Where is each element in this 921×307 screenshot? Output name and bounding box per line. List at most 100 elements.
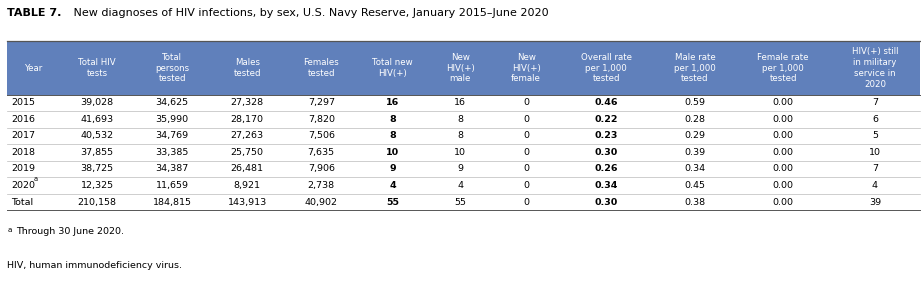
- Text: 0.00: 0.00: [773, 148, 794, 157]
- Text: New diagnoses of HIV infections, by sex, U.S. Navy Reserve, January 2015–June 20: New diagnoses of HIV infections, by sex,…: [70, 8, 549, 18]
- Text: 41,693: 41,693: [80, 115, 113, 124]
- Text: 7,506: 7,506: [308, 131, 334, 140]
- Text: 7,297: 7,297: [308, 99, 334, 107]
- Text: 34,625: 34,625: [156, 99, 189, 107]
- Text: Males
tested: Males tested: [233, 58, 261, 78]
- Text: 0.28: 0.28: [684, 115, 705, 124]
- Text: 0.29: 0.29: [684, 131, 705, 140]
- Text: 12,325: 12,325: [80, 181, 113, 190]
- Text: 0.00: 0.00: [773, 131, 794, 140]
- Text: 8: 8: [457, 131, 463, 140]
- Text: 2,738: 2,738: [308, 181, 335, 190]
- Text: 0.30: 0.30: [595, 148, 618, 157]
- Text: 2018: 2018: [11, 148, 35, 157]
- Text: 184,815: 184,815: [153, 197, 192, 207]
- Text: 25,750: 25,750: [230, 148, 263, 157]
- Text: 34,769: 34,769: [156, 131, 189, 140]
- Text: 0.39: 0.39: [684, 148, 705, 157]
- Text: TABLE 7.: TABLE 7.: [7, 8, 62, 18]
- Text: 28,170: 28,170: [230, 115, 263, 124]
- Text: 10: 10: [386, 148, 400, 157]
- Text: 2015: 2015: [11, 99, 35, 107]
- Text: HIV, human immunodeficiency virus.: HIV, human immunodeficiency virus.: [7, 261, 182, 270]
- Text: Total: Total: [11, 197, 33, 207]
- Text: 7,635: 7,635: [308, 148, 335, 157]
- Text: 143,913: 143,913: [227, 197, 267, 207]
- Text: 0.23: 0.23: [595, 131, 618, 140]
- Text: Overall rate
per 1,000
tested: Overall rate per 1,000 tested: [581, 53, 632, 83]
- Text: 0.46: 0.46: [594, 99, 618, 107]
- Text: 38,725: 38,725: [80, 165, 113, 173]
- Text: 0.45: 0.45: [684, 181, 705, 190]
- Text: 0.38: 0.38: [684, 197, 705, 207]
- Text: HIV(+) still
in military
service in
2020: HIV(+) still in military service in 2020: [852, 47, 898, 89]
- Text: 16: 16: [454, 99, 466, 107]
- Text: 8,921: 8,921: [234, 181, 261, 190]
- Text: 0.26: 0.26: [594, 165, 618, 173]
- Text: 2019: 2019: [11, 165, 35, 173]
- Text: 0.00: 0.00: [773, 99, 794, 107]
- Text: 0: 0: [523, 197, 529, 207]
- Text: 35,990: 35,990: [156, 115, 189, 124]
- Text: 7: 7: [872, 165, 878, 173]
- Text: 10: 10: [869, 148, 881, 157]
- Text: 39: 39: [869, 197, 881, 207]
- Text: Female rate
per 1,000
tested: Female rate per 1,000 tested: [757, 53, 809, 83]
- Text: 0.00: 0.00: [773, 181, 794, 190]
- Text: 4: 4: [390, 181, 396, 190]
- Text: 0: 0: [523, 148, 529, 157]
- Text: 7: 7: [872, 99, 878, 107]
- Text: 4: 4: [872, 181, 878, 190]
- Text: 6: 6: [872, 115, 878, 124]
- Text: 0.30: 0.30: [595, 197, 618, 207]
- Text: 8: 8: [457, 115, 463, 124]
- Text: 7,820: 7,820: [308, 115, 334, 124]
- Text: 0.22: 0.22: [594, 115, 618, 124]
- Text: 16: 16: [386, 99, 400, 107]
- Text: 2017: 2017: [11, 131, 35, 140]
- Text: Total
persons
tested: Total persons tested: [155, 53, 189, 83]
- Text: 39,028: 39,028: [80, 99, 113, 107]
- Text: 0.00: 0.00: [773, 165, 794, 173]
- Text: 9: 9: [457, 165, 463, 173]
- Text: 10: 10: [454, 148, 466, 157]
- Text: 0.00: 0.00: [773, 197, 794, 207]
- Text: 5: 5: [872, 131, 878, 140]
- Text: 0: 0: [523, 99, 529, 107]
- Text: Females
tested: Females tested: [303, 58, 339, 78]
- Text: 0.59: 0.59: [684, 99, 705, 107]
- Text: 8: 8: [390, 131, 396, 140]
- Text: 0.34: 0.34: [595, 181, 618, 190]
- Text: 11,659: 11,659: [156, 181, 189, 190]
- Text: New
HIV(+)
male: New HIV(+) male: [446, 53, 474, 83]
- Text: 27,263: 27,263: [230, 131, 263, 140]
- Text: New
HIV(+)
female: New HIV(+) female: [511, 53, 541, 83]
- Text: 210,158: 210,158: [77, 197, 117, 207]
- Text: 55: 55: [386, 197, 399, 207]
- Text: 2016: 2016: [11, 115, 35, 124]
- Text: Total new
HIV(+): Total new HIV(+): [372, 58, 413, 78]
- Text: 40,902: 40,902: [305, 197, 338, 207]
- Text: 0: 0: [523, 115, 529, 124]
- Text: 33,385: 33,385: [156, 148, 189, 157]
- Text: 0.00: 0.00: [773, 115, 794, 124]
- Text: a: a: [7, 227, 12, 233]
- Text: 55: 55: [454, 197, 466, 207]
- Text: Male rate
per 1,000
tested: Male rate per 1,000 tested: [674, 53, 716, 83]
- Text: 26,481: 26,481: [230, 165, 263, 173]
- Text: Through 30 June 2020.: Through 30 June 2020.: [17, 227, 124, 236]
- Text: 2020: 2020: [11, 181, 35, 190]
- Text: 7,906: 7,906: [308, 165, 334, 173]
- Text: 34,387: 34,387: [156, 165, 189, 173]
- Text: 37,855: 37,855: [80, 148, 113, 157]
- Text: 27,328: 27,328: [230, 99, 263, 107]
- Text: 0: 0: [523, 165, 529, 173]
- Text: Year: Year: [25, 64, 43, 72]
- Text: 0.34: 0.34: [684, 165, 705, 173]
- Text: 0: 0: [523, 181, 529, 190]
- Text: 8: 8: [390, 115, 396, 124]
- Text: 0: 0: [523, 131, 529, 140]
- Text: Total HIV
tests: Total HIV tests: [78, 58, 116, 78]
- FancyBboxPatch shape: [7, 41, 920, 95]
- Text: 9: 9: [390, 165, 396, 173]
